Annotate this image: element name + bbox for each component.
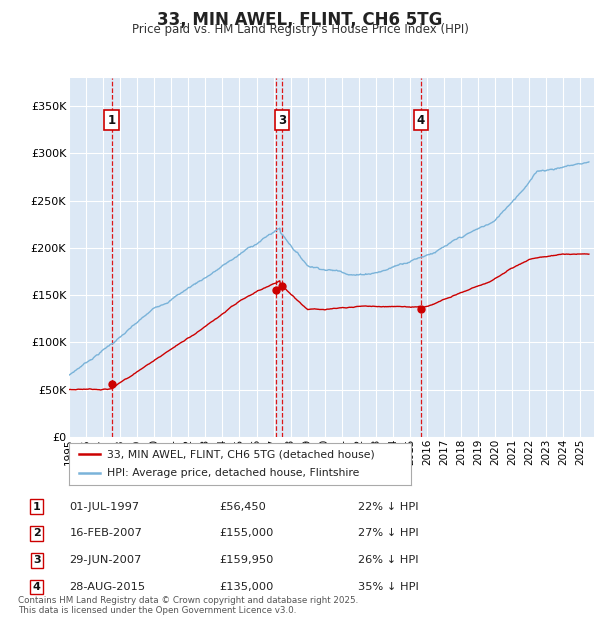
Text: 35% ↓ HPI: 35% ↓ HPI: [358, 582, 418, 592]
Text: 4: 4: [33, 582, 41, 592]
Text: 27% ↓ HPI: 27% ↓ HPI: [358, 528, 418, 538]
Text: 28-AUG-2015: 28-AUG-2015: [70, 582, 146, 592]
Text: 33, MIN AWEL, FLINT, CH6 5TG (detached house): 33, MIN AWEL, FLINT, CH6 5TG (detached h…: [107, 450, 374, 459]
Text: 4: 4: [417, 113, 425, 126]
Text: 16-FEB-2007: 16-FEB-2007: [70, 528, 142, 538]
Text: 1: 1: [107, 113, 116, 126]
Text: £159,950: £159,950: [220, 555, 274, 565]
Text: 26% ↓ HPI: 26% ↓ HPI: [358, 555, 418, 565]
Text: 1: 1: [33, 502, 41, 512]
Text: 33, MIN AWEL, FLINT, CH6 5TG: 33, MIN AWEL, FLINT, CH6 5TG: [157, 11, 443, 29]
Text: 2: 2: [33, 528, 41, 538]
Text: HPI: Average price, detached house, Flintshire: HPI: Average price, detached house, Flin…: [107, 468, 359, 478]
Text: £155,000: £155,000: [220, 528, 274, 538]
Text: Contains HM Land Registry data © Crown copyright and database right 2025.
This d: Contains HM Land Registry data © Crown c…: [18, 596, 358, 615]
Text: £56,450: £56,450: [220, 502, 266, 512]
Text: Price paid vs. HM Land Registry's House Price Index (HPI): Price paid vs. HM Land Registry's House …: [131, 23, 469, 36]
Text: 22% ↓ HPI: 22% ↓ HPI: [358, 502, 418, 512]
Text: 29-JUN-2007: 29-JUN-2007: [70, 555, 142, 565]
Text: £135,000: £135,000: [220, 582, 274, 592]
Text: 3: 3: [278, 113, 286, 126]
Text: 3: 3: [33, 555, 41, 565]
Text: 01-JUL-1997: 01-JUL-1997: [70, 502, 140, 512]
